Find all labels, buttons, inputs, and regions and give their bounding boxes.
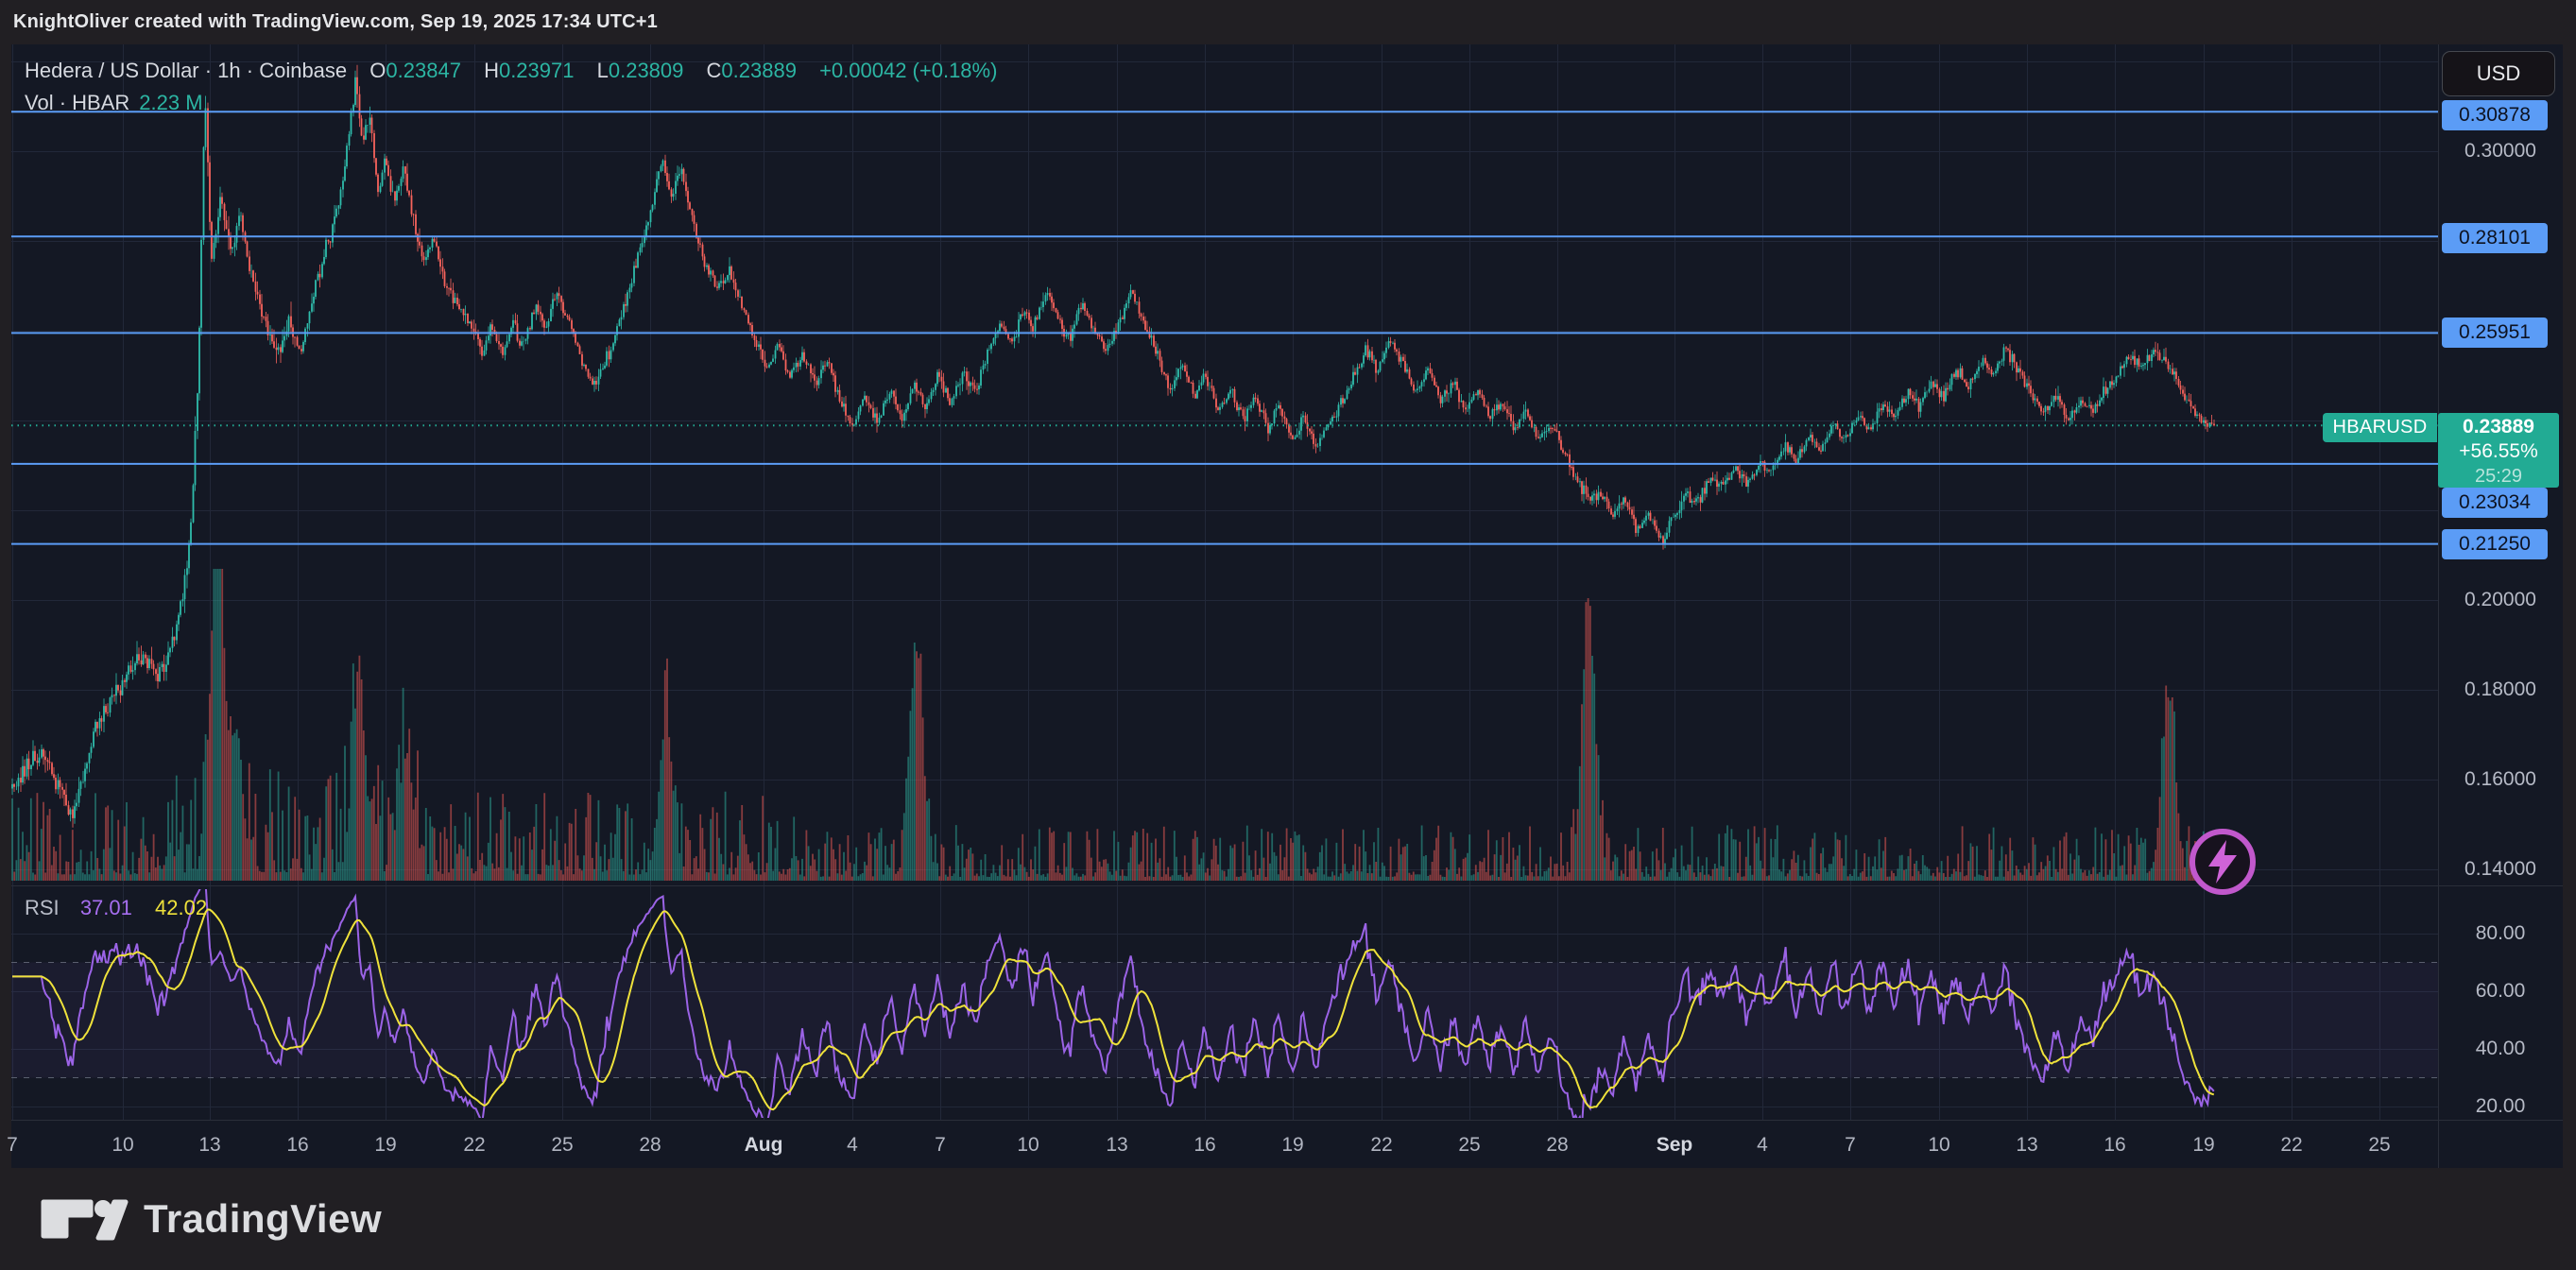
alert-price-badge[interactable]: 0.30878 <box>2442 100 2548 130</box>
time-tick-label: 16 <box>2104 1134 2126 1156</box>
footer-bar: TradingView <box>0 1168 2576 1270</box>
rsi-title: RSI <box>25 896 60 919</box>
time-tick-label: 7 <box>1845 1134 1856 1156</box>
time-tick-label: 4 <box>1757 1134 1768 1156</box>
tradingview-wordmark[interactable]: TradingView <box>144 1196 383 1241</box>
rsi-tick-label: 80.00 <box>2475 922 2526 944</box>
last-price-value: 0.23889 <box>2463 416 2534 438</box>
price-tick-label: 0.18000 <box>2464 678 2536 700</box>
open-label: O <box>369 59 386 82</box>
lightning-boost-button[interactable] <box>2185 824 2260 900</box>
time-tick-label: 28 <box>639 1134 661 1156</box>
price-tick-label: 0.14000 <box>2464 858 2536 880</box>
time-tick-label: 22 <box>463 1134 486 1156</box>
symbol-price-tag: HBARUSD <box>2323 413 2437 442</box>
high-label: H <box>484 59 499 82</box>
time-tick-label: 4 <box>847 1134 858 1156</box>
rsi-value: 37.01 <box>79 896 132 919</box>
time-tick-label: 13 <box>198 1134 221 1156</box>
time-tick-label: 7 <box>7 1134 18 1156</box>
time-tick-label: 16 <box>1194 1134 1216 1156</box>
time-tick-label: 10 <box>1017 1134 1039 1156</box>
time-tick-label: 10 <box>112 1134 134 1156</box>
open-value: 0.23847 <box>386 59 461 82</box>
alert-price-badge[interactable]: 0.25951 <box>2442 318 2548 348</box>
lightning-icon <box>2190 829 2256 895</box>
alert-price-badge[interactable]: 0.21250 <box>2442 529 2548 559</box>
symbol-legend: Hedera / US Dollar · 1h · Coinbase O0.23… <box>25 59 997 83</box>
low-label: L <box>596 59 609 82</box>
time-tick-label: 25 <box>2368 1134 2391 1156</box>
close-label: C <box>706 59 722 82</box>
volume-label: Vol · HBAR <box>25 91 130 114</box>
low-value: 0.23809 <box>608 59 684 82</box>
currency-button[interactable]: USD <box>2442 51 2555 96</box>
price-tick-label: 0.20000 <box>2464 589 2536 610</box>
attribution-bar: KnightOliver created with TradingView.co… <box>0 0 2576 44</box>
time-tick-label: 7 <box>935 1134 946 1156</box>
time-tick-label: Sep <box>1656 1134 1693 1156</box>
currency-button-label: USD <box>2476 61 2521 85</box>
alert-price-badge[interactable]: 0.28101 <box>2442 223 2548 253</box>
high-value: 0.23971 <box>498 59 575 82</box>
alert-price-badge[interactable]: 0.23034 <box>2442 488 2548 518</box>
volume-value: 2.23 M <box>139 91 203 114</box>
symbol-price-tag-label: HBARUSD <box>2332 417 2428 438</box>
price-change: +0.00042 (+0.18%) <box>819 59 998 82</box>
time-tick-label: 25 <box>1458 1134 1481 1156</box>
volume-legend: Vol · HBAR 2.23 M <box>25 91 203 115</box>
symbol-title: Hedera / US Dollar · 1h · Coinbase <box>25 59 348 82</box>
last-price-change-pct: +56.55% <box>2459 440 2538 462</box>
time-tick-label: 13 <box>2016 1134 2038 1156</box>
close-value: 0.23889 <box>721 59 797 82</box>
time-tick-label: 19 <box>374 1134 397 1156</box>
price-tick-label: 0.16000 <box>2464 768 2536 790</box>
bar-countdown: 25:29 <box>2474 466 2523 487</box>
time-tick-label: 13 <box>1106 1134 1128 1156</box>
rsi-tick-label: 40.00 <box>2475 1038 2526 1059</box>
time-tick-label: 22 <box>1370 1134 1393 1156</box>
rsi-tick-label: 20.00 <box>2475 1095 2526 1117</box>
time-tick-label: Aug <box>744 1134 783 1156</box>
rsi-ma-value: 42.02 <box>155 896 208 919</box>
last-price-badge: 0.23889 +56.55% 25:29 <box>2438 413 2559 488</box>
time-tick-label: 19 <box>2192 1134 2215 1156</box>
time-tick-label: 10 <box>1928 1134 1950 1156</box>
time-tick-label: 19 <box>1281 1134 1304 1156</box>
price-tick-label: 0.30000 <box>2464 140 2536 162</box>
rsi-legend: RSI 37.01 42.02 <box>25 896 207 920</box>
time-tick-label: 28 <box>1546 1134 1569 1156</box>
rsi-tick-label: 60.00 <box>2475 980 2526 1002</box>
time-tick-label: 16 <box>286 1134 309 1156</box>
attribution-text: KnightOliver created with TradingView.co… <box>13 11 658 32</box>
tradingview-logo-icon[interactable] <box>38 1191 129 1247</box>
time-tick-label: 22 <box>2280 1134 2303 1156</box>
time-tick-label: 25 <box>551 1134 574 1156</box>
